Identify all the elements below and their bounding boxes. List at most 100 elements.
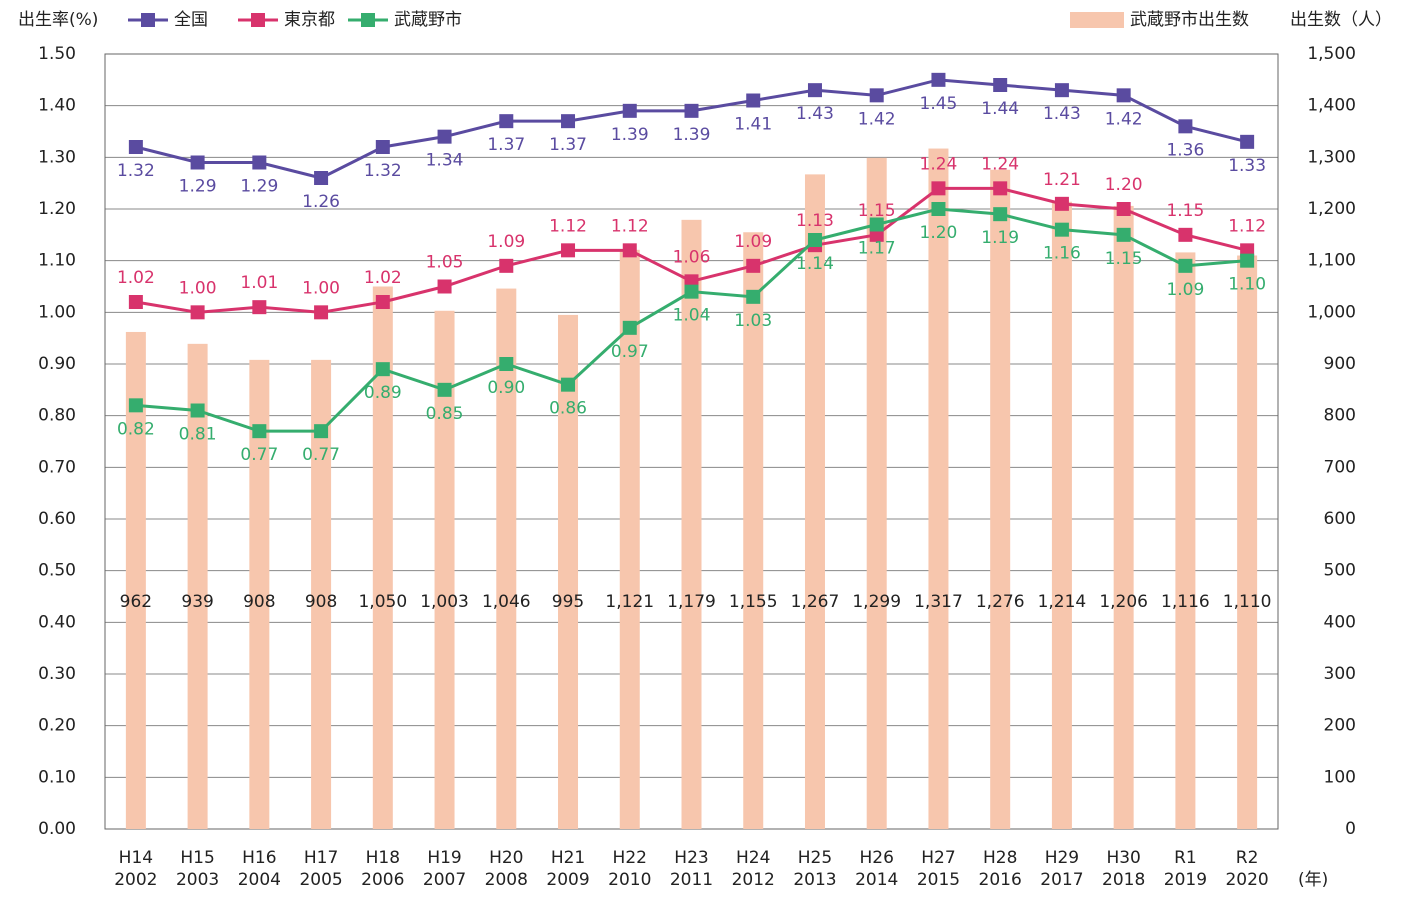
value-label: 1.04	[673, 306, 711, 326]
bar	[434, 310, 455, 829]
x-tick-label: H25	[798, 848, 832, 868]
bar	[866, 157, 887, 830]
value-label: 0.86	[549, 399, 587, 419]
value-label: 1.43	[796, 104, 834, 124]
bar	[372, 286, 393, 829]
value-label: 1.14	[796, 254, 834, 274]
bar	[1237, 255, 1258, 829]
point	[1116, 227, 1131, 242]
x-tick-label: 2011	[670, 870, 713, 890]
tick-label: 0.80	[38, 406, 76, 426]
x-tick-label: H23	[674, 848, 708, 868]
point	[252, 424, 267, 439]
x-tick-label: 2015	[917, 870, 960, 890]
bar	[990, 169, 1011, 829]
point	[1054, 83, 1069, 98]
x-tick-label: H29	[1045, 848, 1079, 868]
x-tick-label: H22	[613, 848, 647, 868]
tick-label: 100	[1324, 767, 1356, 787]
point	[499, 114, 514, 129]
tick-label: 400	[1324, 612, 1356, 632]
tick-label: 200	[1324, 716, 1356, 736]
tick-label: 1.50	[38, 44, 76, 64]
tick-label: 0.70	[38, 457, 76, 477]
point	[561, 377, 576, 392]
bar-value-label: 1,214	[1038, 592, 1087, 612]
point	[561, 243, 576, 258]
x-tick-label: H17	[304, 848, 338, 868]
tick-label: 0.10	[38, 767, 76, 787]
x-tick-label: 2008	[485, 870, 528, 890]
value-label: 1.13	[796, 211, 834, 231]
x-tick-label: H28	[983, 848, 1017, 868]
value-label: 0.90	[487, 378, 525, 398]
value-label: 1.01	[240, 273, 278, 293]
value-label: 1.02	[117, 268, 155, 288]
tick-label: 1,100	[1307, 251, 1356, 271]
value-label: 1.24	[981, 154, 1019, 174]
x-tick-label: H20	[489, 848, 523, 868]
x-tick-label: R2	[1236, 848, 1259, 868]
point	[128, 398, 143, 413]
value-label: 1.42	[858, 109, 896, 129]
value-label: 1.05	[426, 253, 464, 273]
tick-label: 1.20	[38, 199, 76, 219]
point	[931, 181, 946, 196]
x-tick-label: H16	[242, 848, 276, 868]
point	[622, 320, 637, 335]
x-tick-label: H30	[1106, 848, 1140, 868]
point	[746, 289, 761, 304]
value-label: 1.15	[858, 201, 896, 221]
bar	[681, 219, 702, 830]
tick-label: 0.50	[38, 561, 76, 581]
value-label: 1.15	[1166, 201, 1204, 221]
point	[499, 258, 514, 273]
x-tick-label: 2004	[238, 870, 281, 890]
bar	[311, 359, 332, 829]
x-tick-label: 2020	[1225, 870, 1268, 890]
point	[684, 103, 699, 118]
bar	[804, 174, 825, 830]
value-label: 0.89	[364, 383, 402, 403]
x-tick-label: 2016	[979, 870, 1022, 890]
value-label: 0.77	[240, 445, 278, 465]
point	[1178, 227, 1193, 242]
value-label: 1.10	[1228, 275, 1266, 295]
point	[314, 424, 329, 439]
tick-label: 1.40	[38, 96, 76, 116]
y-axis-label: 出生率(%)	[18, 10, 98, 30]
bar	[249, 359, 270, 829]
bar-value-label: 1,276	[976, 592, 1025, 612]
point	[128, 140, 143, 154]
x-tick-label: 2006	[361, 870, 404, 890]
tick-label: 700	[1324, 457, 1356, 477]
value-label: 0.81	[179, 425, 217, 445]
bar	[125, 331, 146, 829]
point	[807, 83, 822, 98]
bar-value-label: 1,299	[852, 592, 901, 612]
bar-value-label: 962	[120, 592, 152, 612]
x-tick-label: H21	[551, 848, 585, 868]
bar-value-label: 1,155	[729, 592, 778, 612]
value-label: 1.17	[858, 239, 896, 259]
value-label: 1.43	[1043, 104, 1081, 124]
value-label: 1.00	[302, 278, 340, 298]
value-label: 1.32	[364, 161, 402, 181]
x-tick-label: 2009	[546, 870, 589, 890]
legend-label: 武蔵野市出生数	[1130, 10, 1249, 30]
x-tick-label: 2007	[423, 870, 466, 890]
x-tick-label: 2003	[176, 870, 219, 890]
value-label: 1.12	[549, 216, 587, 236]
value-label: 1.09	[487, 232, 525, 252]
value-label: 1.34	[426, 151, 464, 171]
bar-value-label: 1,046	[482, 592, 531, 612]
value-label: 1.26	[302, 192, 340, 212]
x-tick-label: H19	[427, 848, 461, 868]
point	[190, 403, 205, 418]
value-label: 1.42	[1105, 109, 1143, 129]
value-label: 1.29	[240, 177, 278, 197]
x-tick-label: 2017	[1040, 870, 1083, 890]
bar-value-label: 1,050	[358, 592, 407, 612]
bar-value-label: 939	[181, 592, 213, 612]
